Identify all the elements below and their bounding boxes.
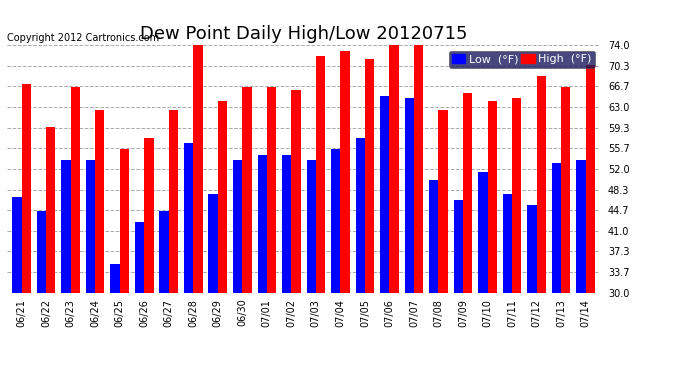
Bar [561,87,571,375]
Bar [463,93,472,375]
Bar [61,160,70,375]
Bar [438,110,448,375]
Bar [46,127,55,375]
Bar [37,211,46,375]
Bar [331,149,340,375]
Bar [110,264,119,375]
Bar [291,90,301,375]
Bar [380,96,389,375]
Bar [257,155,267,375]
Bar [218,101,227,375]
Bar [512,99,522,375]
Text: Copyright 2012 Cartronics.com: Copyright 2012 Cartronics.com [7,33,159,42]
Bar [340,51,350,375]
Bar [86,160,95,375]
Bar [193,39,203,375]
Bar [586,65,595,375]
Bar [429,180,438,375]
Bar [70,87,80,375]
Bar [404,99,414,375]
Bar [365,59,374,375]
Bar [414,39,423,375]
Bar [316,56,325,375]
Bar [355,138,365,375]
Bar [119,149,129,375]
Bar [552,163,561,375]
Bar [12,197,21,375]
Bar [576,160,586,375]
Bar [184,144,193,375]
Bar [267,87,276,375]
Bar [233,160,242,375]
Bar [169,110,178,375]
Bar [159,211,169,375]
Legend: Low  (°F), High  (°F): Low (°F), High (°F) [448,51,595,68]
Bar [306,160,316,375]
Bar [95,110,104,375]
Bar [282,155,291,375]
Bar [488,101,497,375]
Bar [537,76,546,375]
Bar [527,206,537,375]
Bar [208,194,218,375]
Bar [478,172,488,375]
Bar [135,222,144,375]
Title: Dew Point Daily High/Low 20120715: Dew Point Daily High/Low 20120715 [140,26,467,44]
Bar [21,84,31,375]
Bar [242,87,252,375]
Bar [503,194,512,375]
Bar [389,39,399,375]
Bar [453,200,463,375]
Bar [144,138,154,375]
